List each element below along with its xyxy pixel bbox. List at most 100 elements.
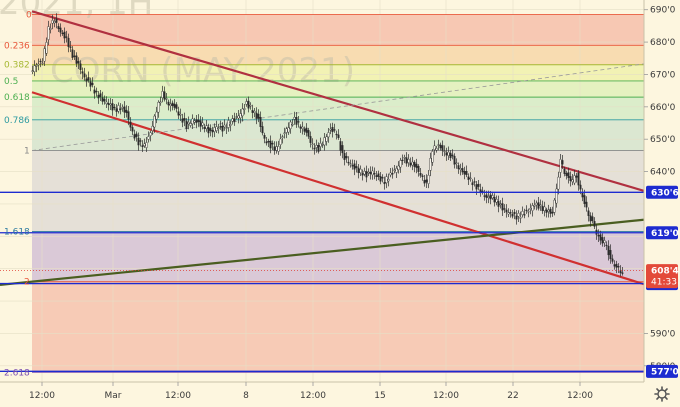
candle-body [579, 184, 582, 190]
fib-label-8: 2 [24, 278, 30, 288]
candle-body [545, 209, 548, 213]
x-tick-label-6: 12:00 [433, 391, 459, 401]
candle-body [511, 214, 514, 217]
candle-body [125, 109, 128, 114]
candle-body [83, 73, 86, 78]
fib-zone-3 [32, 80, 644, 98]
candle-body [535, 202, 538, 206]
candle-body [287, 127, 290, 133]
candle-body [323, 137, 326, 146]
candle-body [91, 82, 94, 86]
candle-body [591, 216, 594, 222]
candle-body [327, 132, 330, 138]
candle-body [117, 105, 120, 112]
candle-body [533, 204, 536, 207]
candle-body [131, 127, 134, 132]
candle-body [539, 204, 542, 206]
candle-body [69, 46, 72, 48]
bar-countdown-label: 41:33 [651, 278, 677, 288]
candle-body [365, 171, 368, 178]
fib-label-9: 2.618 [4, 368, 30, 378]
candle-body [451, 154, 454, 157]
candle-body [581, 192, 584, 198]
candle-body [403, 157, 406, 159]
candle-body [145, 142, 148, 148]
candle-body [603, 240, 606, 244]
level-badge-1[interactable] [646, 226, 678, 240]
candle-body [569, 176, 572, 182]
time-axis[interactable] [0, 382, 644, 407]
candle-body [257, 113, 260, 119]
fib-label-2: 0.382 [4, 61, 30, 71]
candle-body [97, 94, 100, 99]
candle-body [395, 168, 398, 173]
candle-body [419, 173, 422, 176]
candle-body [293, 117, 296, 120]
candle-body [509, 212, 512, 214]
candle-body [163, 91, 166, 100]
candle-body [571, 179, 574, 183]
candle-body [585, 201, 588, 208]
candle-body [157, 102, 160, 113]
candle-body [425, 179, 428, 183]
candle-body [597, 235, 600, 237]
fib-label-6: 1 [24, 147, 30, 157]
candle-body [397, 165, 400, 170]
candle-body [459, 168, 462, 170]
watermark-symbol: CORN (MAY 2021) [50, 51, 355, 91]
candle-body [541, 205, 544, 212]
candle-body [493, 197, 496, 203]
candle-body [129, 121, 132, 128]
trendline-green-support[interactable] [0, 215, 673, 286]
fib-label-1: 0.236 [4, 41, 30, 51]
price-axis[interactable] [644, 0, 680, 407]
candle-body [189, 123, 192, 126]
candle-body [151, 125, 154, 131]
candle-body [363, 171, 366, 175]
candle-body [113, 106, 116, 109]
candle-body [441, 145, 444, 151]
candle-body [247, 100, 250, 109]
candle-body [477, 183, 480, 187]
level-badge-label-0: 630'6 [651, 188, 679, 198]
candle-body [467, 176, 470, 180]
level-badge-label-1: 619'0 [651, 229, 679, 239]
candle-body [617, 266, 620, 268]
candle-body [349, 163, 352, 165]
candle-body [457, 165, 460, 170]
candle-body [495, 199, 498, 203]
candle-body [61, 32, 64, 35]
candle-body [31, 70, 34, 72]
candle-body [111, 103, 114, 111]
candle-body [447, 151, 450, 156]
candle-body [137, 137, 140, 146]
candle-body [85, 78, 88, 82]
candle-body [185, 120, 188, 129]
candle-body [331, 127, 334, 133]
horizontal-levels[interactable] [0, 191, 644, 372]
level-badge-label-3: 577'0 [651, 367, 679, 377]
candle-body [401, 159, 404, 161]
candle-body [375, 175, 378, 178]
candle-body [221, 125, 224, 132]
candle-body [173, 103, 176, 108]
candle-body [421, 175, 424, 177]
candle-body [219, 126, 222, 128]
candle-body [115, 108, 118, 112]
candle-body [475, 184, 478, 190]
candle-body [51, 20, 54, 24]
candle-body [297, 121, 300, 123]
candle-body [553, 199, 556, 213]
time-axis-ticks: 12:00 Mar 12:00 8 12:00 15 12:00 22 12:00 [29, 382, 593, 401]
candle-body [551, 211, 554, 214]
fib-zone-7 [32, 231, 644, 282]
y-tick-label-0: 690'0 [650, 6, 676, 16]
level-badge-3[interactable] [646, 364, 678, 378]
candle-body [49, 28, 52, 30]
candle-body [65, 36, 68, 38]
level-badge-0[interactable] [646, 185, 678, 199]
candle-body [431, 151, 434, 163]
settings-gear-icon[interactable] [654, 386, 670, 402]
